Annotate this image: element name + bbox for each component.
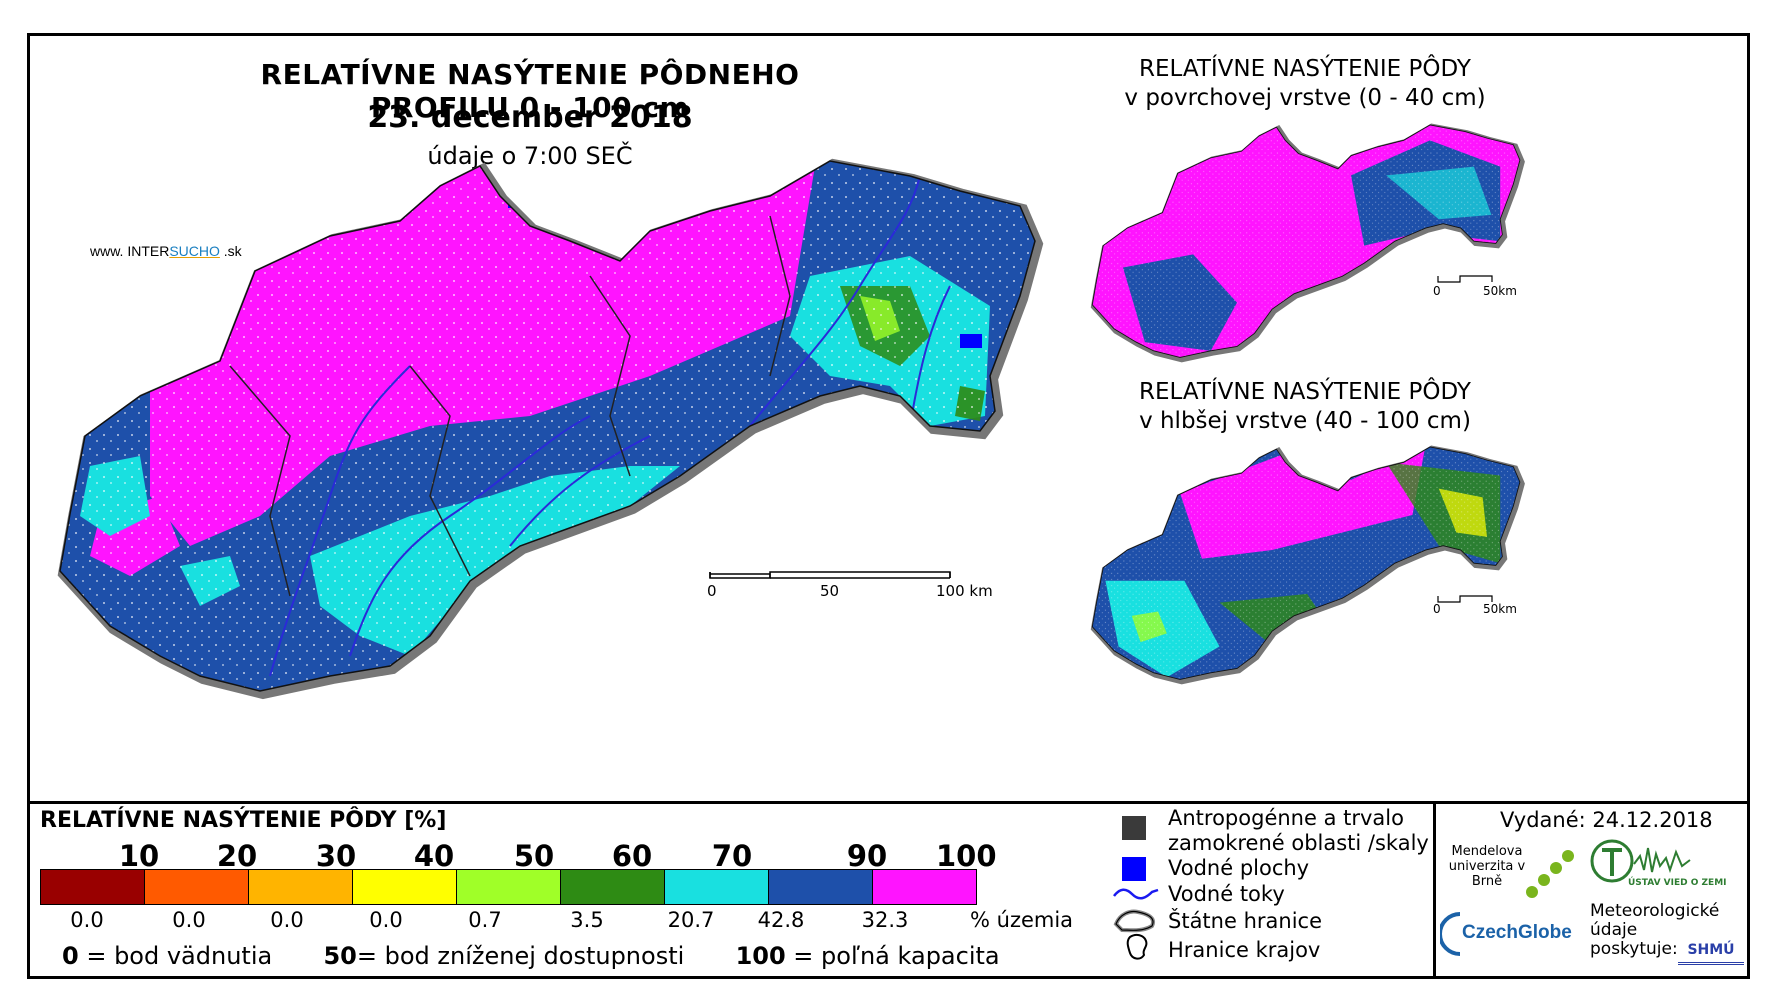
bottom-scale-zero: 0 — [1433, 602, 1441, 616]
anthropogenic-swatch — [1122, 816, 1146, 840]
scale-label: 30 — [315, 839, 357, 873]
def-wilting-text: = bod vädnutia — [78, 942, 273, 970]
color-swatch — [665, 870, 769, 904]
shmu-logo: SHMÚ — [1678, 942, 1744, 965]
percent-value: 42.8 — [757, 908, 805, 932]
borders-label: Štátne hranice — [1168, 909, 1322, 933]
map-time-note: údaje o 7:00 SEČ — [427, 142, 633, 170]
main-map — [30, 136, 1060, 706]
percent-unit: % územia — [970, 908, 1074, 932]
legend-right-separator — [1433, 801, 1436, 976]
color-swatch — [769, 870, 873, 904]
top-inset-title: RELATÍVNE NASÝTENIE PÔDY v povrchovej vr… — [1120, 55, 1490, 113]
percent-value: 0.0 — [70, 908, 104, 932]
def-reduced-text: = bod zníženej dostupnosti — [356, 942, 685, 970]
top-inset-title-line1: RELATÍVNE NASÝTENIE PÔDY — [1139, 56, 1471, 82]
color-swatch — [353, 870, 457, 904]
region-border-icon — [1126, 933, 1148, 960]
website-link[interactable]: www. INTERSUCHO .sk — [90, 243, 242, 259]
top-scale-fifty: 50km — [1483, 284, 1517, 298]
percent-value: 0.0 — [172, 908, 206, 932]
bottom-scale-fifty: 50km — [1483, 602, 1517, 616]
issued-date: Vydané: 24.12.2018 — [1500, 808, 1713, 832]
scale-label: 70 — [711, 839, 753, 873]
scale-label: 100 — [936, 839, 997, 873]
top-scale-zero: 0 — [1433, 284, 1441, 298]
main-map-scale-bar — [709, 571, 951, 579]
top-inset-map — [1075, 114, 1535, 364]
def-capacity-text: = poľná kapacita — [785, 942, 1000, 970]
mendel-university-logo-text: Mendelova univerzita v Brně — [1448, 844, 1526, 889]
main-scale-zero: 0 — [707, 582, 717, 600]
main-scale-hundred: 100 km — [936, 582, 993, 600]
percent-value: 0.7 — [468, 908, 502, 932]
scale-label: 60 — [611, 839, 653, 873]
color-swatch — [41, 870, 145, 904]
scale-label: 20 — [216, 839, 258, 873]
color-swatch — [145, 870, 249, 904]
def-capacity-value: 100 — [735, 942, 786, 970]
color-swatch — [249, 870, 353, 904]
legend-separator — [30, 801, 1747, 804]
def-wilting-value: 0 — [62, 942, 79, 970]
ustav-logo-text: ÚSTAV VIED O ZEMI — [1628, 878, 1727, 888]
bottom-inset-title: RELATÍVNE NASÝTENIE PÔDY v hlbšej vrstve… — [1120, 378, 1490, 436]
water-bodies-label: Vodné plochy — [1168, 856, 1310, 880]
main-scale-fifty: 50 — [820, 582, 840, 600]
percent-value: 0.0 — [270, 908, 304, 932]
color-scale-bar — [40, 869, 977, 905]
map-title: RELATÍVNE NASÝTENIE PÔDNEHO PROFILU 0 - … — [260, 58, 800, 124]
ustav-vied-o-zemi-logo — [1590, 839, 1691, 883]
scale-label: 90 — [846, 839, 888, 873]
scale-label: 50 — [513, 839, 555, 873]
scale-label: 40 — [413, 839, 455, 873]
anthropogenic-label: Antropogénne a trvalo zamokrené oblasti … — [1168, 806, 1429, 855]
legend-title: RELATÍVNE NASÝTENIE PÔDY [%] — [40, 808, 447, 833]
meteo-provider-text: Meteorologické údaje poskytuje: — [1590, 901, 1720, 959]
color-swatch — [561, 870, 665, 904]
regions-label: Hranice krajov — [1168, 938, 1321, 962]
percent-value: 0.0 — [369, 908, 403, 932]
percent-value: 32.3 — [861, 908, 909, 932]
legend-definitions: 0 = bod vädnutia 50= bod zníženej dostup… — [62, 942, 1000, 970]
top-inset-title-line2: v povrchovej vrstve (0 - 40 cm) — [1124, 85, 1486, 111]
rivers-label: Vodné toky — [1168, 882, 1285, 906]
river-icon — [1113, 888, 1159, 900]
mendel-dots-logo — [1526, 850, 1574, 898]
percent-value: 3.5 — [570, 908, 604, 932]
bottom-inset-title-line1: RELATÍVNE NASÝTENIE PÔDY — [1139, 379, 1471, 405]
water-bodies-swatch — [1122, 857, 1146, 881]
bottom-inset-title-line2: v hlbšej vrstve (40 - 100 cm) — [1139, 408, 1471, 434]
color-swatch — [457, 870, 561, 904]
czechglobe-logo-text: CzechGlobe — [1462, 922, 1572, 943]
color-swatch — [873, 870, 976, 904]
czechglobe-logo — [1440, 912, 1461, 956]
def-reduced-value: 50 — [323, 942, 357, 970]
bottom-inset-map — [1075, 436, 1535, 686]
percent-value: 20.7 — [667, 908, 715, 932]
map-date: 23. december 2018 — [367, 100, 693, 135]
bottom-inset-scale-bar — [1437, 595, 1493, 603]
top-inset-scale-bar — [1437, 275, 1493, 283]
scale-label: 10 — [118, 839, 160, 873]
state-border-icon — [1113, 909, 1155, 933]
map-frame: RELATÍVNE NASÝTENIE PÔDNEHO PROFILU 0 - … — [27, 33, 1750, 979]
